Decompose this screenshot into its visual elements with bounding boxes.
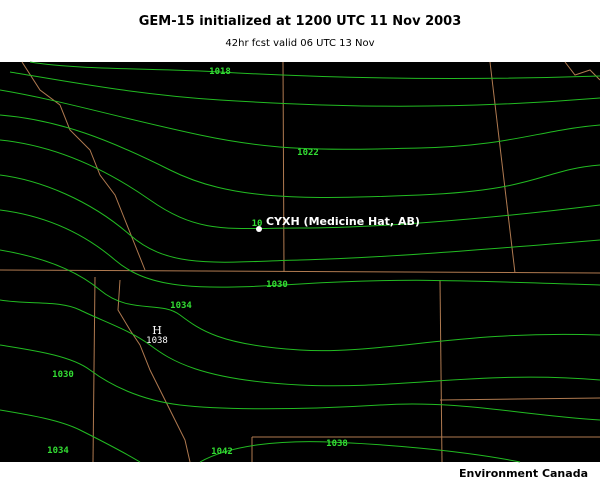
- contour-label: 1038: [326, 439, 348, 449]
- title: GEM-15 initialized at 1200 UTC 11 Nov 20…: [139, 14, 462, 29]
- station-label: CYXH (Medicine Hat, AB): [266, 215, 420, 228]
- subtitle: 42hr fcst valid 06 UTC 13 Nov: [225, 38, 374, 49]
- contour-label: 1034: [170, 301, 192, 311]
- contour-label: 1042: [211, 447, 233, 457]
- contour-label: 1030: [52, 370, 74, 380]
- high-value: 1038: [146, 336, 168, 346]
- credit: Environment Canada: [459, 467, 588, 480]
- contour-label: 1018: [209, 67, 231, 77]
- isobars: [0, 61, 600, 463]
- high-symbol: H: [152, 324, 162, 337]
- contour-label: 10: [252, 219, 263, 229]
- station-dot: [256, 226, 262, 232]
- contour-label: 1030: [266, 280, 288, 290]
- contour-label: 1022: [297, 148, 319, 158]
- contour-label: 1034: [47, 446, 69, 456]
- map-area: [0, 62, 600, 462]
- borders: [0, 61, 600, 463]
